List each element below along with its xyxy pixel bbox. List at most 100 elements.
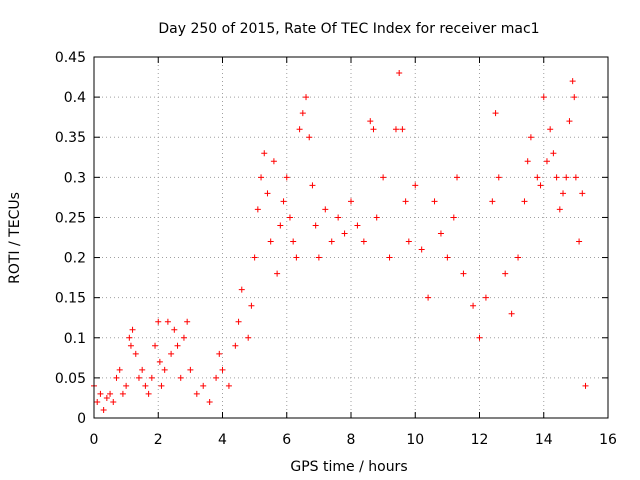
data-point bbox=[521, 198, 528, 205]
data-point bbox=[495, 174, 502, 181]
y-tick-label: 0.15 bbox=[55, 291, 86, 307]
data-point bbox=[177, 374, 184, 381]
x-tick-label: 8 bbox=[347, 432, 356, 448]
data-point bbox=[569, 78, 576, 85]
data-point bbox=[328, 238, 335, 245]
data-point bbox=[286, 214, 293, 221]
x-tick-label: 10 bbox=[406, 432, 424, 448]
data-point bbox=[270, 158, 277, 165]
data-point bbox=[193, 390, 200, 397]
data-point bbox=[216, 350, 223, 357]
x-axis-label: GPS time / hours bbox=[290, 459, 407, 475]
data-point bbox=[527, 134, 534, 141]
plot-frame bbox=[93, 56, 609, 419]
data-point bbox=[225, 382, 232, 389]
data-point bbox=[556, 206, 563, 213]
data-point bbox=[489, 198, 496, 205]
data-point bbox=[107, 390, 114, 397]
data-point bbox=[264, 190, 271, 197]
data-point bbox=[315, 254, 322, 261]
y-tick-label: 0.45 bbox=[55, 50, 86, 66]
data-point bbox=[171, 326, 178, 333]
data-point bbox=[113, 374, 120, 381]
data-point bbox=[254, 206, 261, 213]
data-point bbox=[370, 126, 377, 133]
x-tick-label: 16 bbox=[599, 432, 617, 448]
data-point bbox=[482, 294, 489, 301]
data-point bbox=[251, 254, 258, 261]
data-point bbox=[454, 174, 461, 181]
data-point bbox=[476, 334, 483, 341]
data-point bbox=[206, 398, 213, 405]
data-point bbox=[158, 382, 165, 389]
data-point bbox=[560, 190, 567, 197]
data-point bbox=[502, 270, 509, 277]
y-axis-label: ROTI / TECUs bbox=[7, 192, 23, 284]
data-point bbox=[303, 94, 310, 101]
data-point bbox=[508, 310, 515, 317]
data-point bbox=[127, 342, 134, 349]
x-tick-label: 6 bbox=[282, 432, 291, 448]
data-point bbox=[238, 286, 245, 293]
data-point bbox=[261, 150, 268, 157]
data-point bbox=[431, 198, 438, 205]
x-tick-label: 0 bbox=[90, 432, 99, 448]
data-point bbox=[126, 334, 133, 341]
data-point bbox=[380, 174, 387, 181]
data-point bbox=[152, 342, 159, 349]
data-point bbox=[245, 334, 252, 341]
data-point bbox=[148, 374, 155, 381]
data-point bbox=[444, 254, 451, 261]
data-point bbox=[312, 222, 319, 229]
data-point bbox=[187, 366, 194, 373]
data-point bbox=[119, 390, 126, 397]
data-point bbox=[335, 214, 342, 221]
data-point bbox=[550, 150, 557, 157]
axis-ticks: 0 0.05 0.1 0.15 0.2 0.25 0.3 0.35 0.4 0.45 0 2 4 6 8 10… bbox=[55, 50, 617, 448]
data-point bbox=[576, 238, 583, 245]
data-point bbox=[571, 94, 578, 101]
data-points bbox=[91, 70, 589, 413]
data-point bbox=[341, 230, 348, 237]
data-point bbox=[258, 174, 265, 181]
data-point bbox=[184, 318, 191, 325]
data-point bbox=[280, 198, 287, 205]
y-tick-label: 0.35 bbox=[55, 130, 86, 146]
data-point bbox=[437, 230, 444, 237]
data-point bbox=[168, 350, 175, 357]
y-tick-label: 0.25 bbox=[55, 210, 86, 226]
x-tick-label: 12 bbox=[471, 432, 489, 448]
data-point bbox=[174, 342, 181, 349]
y-tick-label: 0.4 bbox=[64, 90, 86, 106]
data-point bbox=[425, 294, 432, 301]
data-point bbox=[396, 70, 403, 77]
data-point bbox=[94, 398, 101, 405]
data-point bbox=[360, 238, 367, 245]
data-point bbox=[142, 382, 149, 389]
data-point bbox=[213, 374, 220, 381]
data-point bbox=[248, 302, 255, 309]
data-point bbox=[515, 254, 522, 261]
data-point bbox=[103, 394, 110, 401]
data-point bbox=[296, 126, 303, 133]
data-point bbox=[572, 174, 579, 181]
data-point bbox=[537, 182, 544, 189]
data-point bbox=[566, 118, 573, 125]
data-point bbox=[283, 174, 290, 181]
data-point bbox=[135, 374, 142, 381]
data-point bbox=[299, 110, 306, 117]
data-point bbox=[579, 190, 586, 197]
data-point bbox=[219, 366, 226, 373]
data-point bbox=[232, 342, 239, 349]
data-point bbox=[267, 238, 274, 245]
data-point bbox=[145, 390, 152, 397]
data-point bbox=[470, 302, 477, 309]
data-point bbox=[399, 126, 406, 133]
data-point bbox=[306, 134, 313, 141]
y-tick-label: 0.1 bbox=[64, 331, 86, 347]
data-point bbox=[277, 222, 284, 229]
data-point bbox=[155, 318, 162, 325]
data-point bbox=[412, 182, 419, 189]
